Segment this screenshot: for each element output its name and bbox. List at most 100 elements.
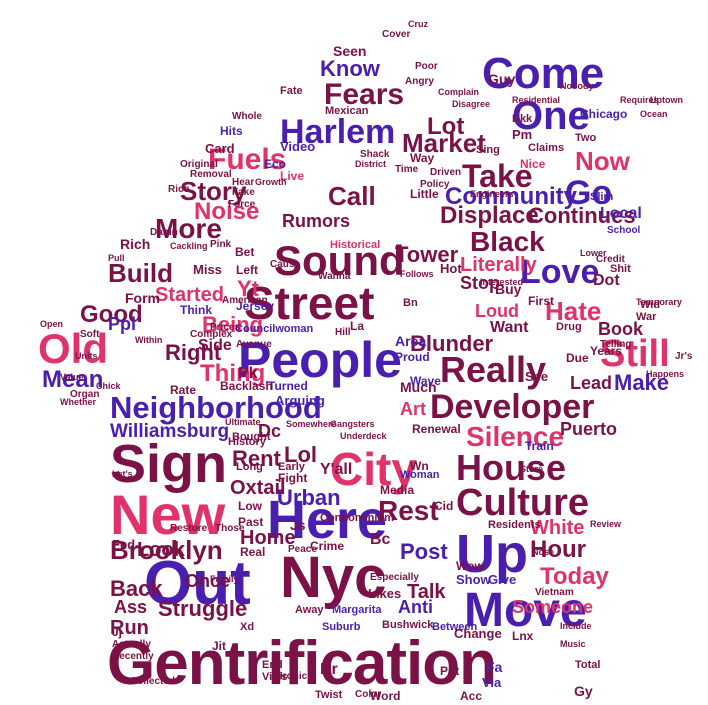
word: Residents — [488, 519, 541, 531]
word: Soft — [80, 329, 100, 340]
word: Much — [400, 379, 437, 395]
word: Drug — [556, 321, 582, 333]
word: Take — [462, 158, 533, 194]
word: Low — [238, 499, 262, 513]
word: Gy — [574, 683, 593, 699]
word: Tower — [395, 242, 459, 267]
word: Sing — [476, 144, 500, 156]
word: Wn — [410, 459, 429, 473]
word: Within — [135, 335, 163, 345]
word: Dkk — [512, 113, 533, 125]
word: Chicago — [580, 107, 628, 121]
word: Store — [520, 464, 544, 474]
word: Bn — [403, 297, 418, 309]
word: Ppl — [108, 314, 137, 334]
word: Word — [370, 689, 401, 703]
word: Rent — [232, 446, 281, 471]
word: Cause — [270, 259, 301, 270]
word: Black — [470, 226, 545, 257]
word: Prices — [210, 322, 241, 333]
word: Complex — [190, 329, 233, 340]
word: Loud — [475, 301, 519, 321]
word: Pm — [512, 127, 533, 142]
word: Live — [280, 169, 305, 183]
word: Today — [540, 563, 609, 590]
word: Requires — [620, 95, 659, 105]
word: Units — [75, 351, 98, 361]
word: Oxtail — [230, 477, 286, 499]
word: Fed — [112, 537, 136, 552]
word: Jj — [112, 625, 123, 639]
word: Move — [464, 584, 587, 637]
word: Removal — [190, 169, 232, 180]
word: Backlash — [220, 379, 273, 393]
word: Collected — [130, 676, 176, 687]
word: Build — [108, 258, 173, 288]
word: Started — [155, 284, 224, 306]
word: Market — [402, 128, 486, 158]
word: Sign — [110, 434, 227, 494]
word: Whether — [60, 397, 96, 407]
word: Old — [38, 325, 108, 372]
word: Avenue — [236, 339, 272, 350]
word: Card — [205, 141, 235, 156]
word: Nobody — [560, 81, 594, 91]
word: New — [110, 483, 226, 546]
word: Jit — [212, 639, 227, 653]
word: School — [607, 225, 641, 236]
word: Ironic — [280, 671, 308, 682]
word: Fate — [280, 85, 303, 97]
word: Include — [560, 621, 592, 631]
word: Put — [440, 664, 460, 678]
word: Especially — [370, 572, 419, 583]
word: Crime — [310, 539, 345, 553]
word: Someone — [512, 597, 594, 617]
word: Book — [598, 319, 643, 339]
word: Woman — [400, 469, 440, 481]
word: Right — [165, 340, 222, 365]
word: Cruz — [408, 19, 428, 29]
word: Cover — [382, 29, 411, 40]
word: Shack — [360, 149, 390, 160]
word: Thing — [200, 360, 266, 387]
word: Nyc — [280, 545, 387, 610]
word: La — [350, 319, 365, 333]
word: Good — [80, 301, 143, 328]
word: Lot — [427, 113, 465, 140]
word: History — [228, 436, 266, 448]
word: Fight — [278, 471, 308, 485]
word: Want — [490, 319, 529, 336]
word: Somewhere — [286, 419, 337, 429]
word: Cid — [434, 499, 454, 513]
word: Underdeck — [340, 431, 387, 441]
word: Long — [236, 461, 263, 473]
word: One — [512, 94, 590, 138]
word: Arguing — [275, 393, 325, 408]
word: Real — [240, 545, 266, 559]
word: Due — [566, 351, 589, 365]
word: Change — [454, 626, 502, 641]
word: Nose — [532, 547, 555, 557]
word: Way — [410, 151, 435, 165]
word: Bushwick — [382, 619, 434, 631]
word: Growth — [255, 177, 287, 187]
word: Puerto — [560, 419, 618, 439]
word: Guy — [488, 71, 516, 87]
word: Harlem — [280, 113, 396, 151]
word: Bet — [235, 245, 255, 259]
word: Dot — [593, 272, 620, 289]
word: Ocean — [640, 109, 668, 119]
word: Form — [125, 290, 160, 306]
word: Train — [525, 439, 554, 453]
word: Actually — [112, 639, 151, 650]
word: Know — [320, 56, 380, 81]
word: White — [530, 517, 585, 539]
word: Really — [440, 349, 547, 390]
word: More — [155, 213, 222, 244]
word: Nice — [520, 157, 546, 171]
word: Turned — [268, 379, 308, 393]
word: Review — [590, 519, 622, 529]
word: Damn — [150, 227, 178, 238]
word: Here — [267, 490, 388, 550]
word: American — [222, 295, 268, 306]
